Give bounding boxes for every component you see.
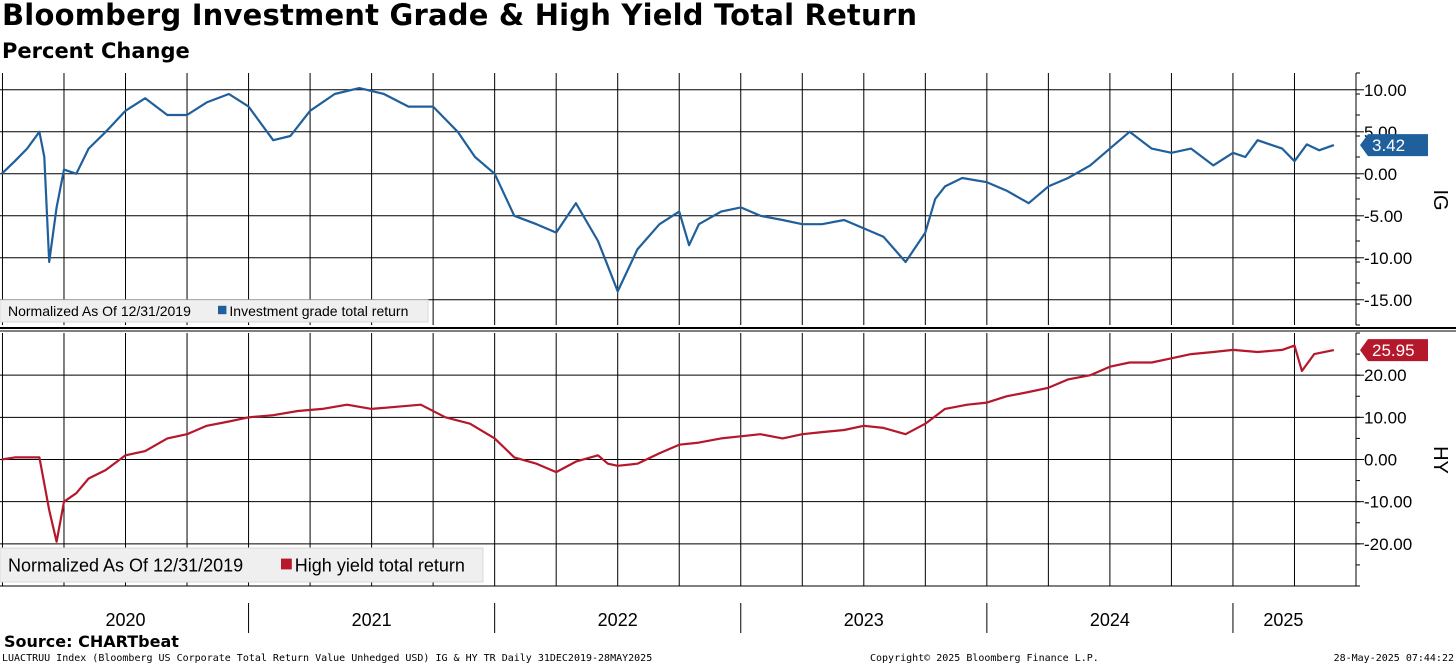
- y-tick-label: 20.00: [1364, 366, 1407, 385]
- legend-series-name: High yield total return: [295, 555, 465, 575]
- hy-series-line: [1, 344, 1335, 543]
- x-tick-label: 2020: [105, 610, 145, 630]
- chart-title: Bloomberg Investment Grade & High Yield …: [2, 0, 918, 32]
- y-tick-label: 10.00: [1364, 408, 1407, 427]
- y-tick-label: -20.00: [1364, 535, 1412, 554]
- source-label: Source: CHARTbeat: [4, 632, 179, 651]
- footer-copyright: Copyright© 2025 Bloomberg Finance L.P.: [870, 653, 1099, 664]
- footer-description: LUACTRUU Index (Bloomberg US Corporate T…: [2, 653, 653, 664]
- y-tick-label: -15.00: [1364, 291, 1412, 310]
- legend-box: [0, 547, 484, 583]
- y-tick-label: -5.00: [1364, 207, 1403, 226]
- ig-last-value-badge: [1360, 134, 1428, 157]
- legend-normalized-label: Normalized As Of 12/31/2019: [8, 555, 243, 575]
- y-tick-label: -10.00: [1364, 249, 1412, 268]
- x-tick-label: 2021: [352, 610, 392, 630]
- footer-timestamp: 28-May-2025 07:44:22: [1333, 653, 1454, 664]
- hy-last-value-badge: [1360, 339, 1428, 362]
- y-tick-label: -10.00: [1364, 493, 1412, 512]
- hy-legend: Normalized As Of 12/31/2019 High yield to…: [0, 547, 484, 583]
- legend-swatch: [281, 558, 292, 570]
- legend-swatch: [218, 305, 227, 315]
- x-tick-label: 2025: [1263, 610, 1303, 630]
- ig-legend: Normalized As Of 12/31/2019 Investment gr…: [0, 299, 429, 323]
- x-tick-label: 2023: [844, 610, 884, 630]
- hy-last-value: 25.95: [1372, 341, 1415, 360]
- legend-layer: Normalized As Of 12/31/2019 Investment gr…: [0, 299, 484, 583]
- y-tick-label: 0.00: [1364, 165, 1397, 184]
- legend-box: [0, 299, 429, 323]
- y-tick-label: 10.00: [1364, 81, 1407, 100]
- chart-subtitle: Percent Change: [2, 39, 190, 63]
- ig-last-value: 3.42: [1372, 136, 1405, 155]
- legend-normalized-label: Normalized As Of 12/31/2019: [8, 303, 191, 319]
- x-tick-label: 2024: [1090, 610, 1130, 630]
- hy-axis-label: HY: [1429, 446, 1451, 474]
- ig-series-line: [0, 87, 1335, 293]
- series-layer: [0, 87, 1335, 543]
- grid-layer: [0, 73, 1456, 586]
- axis-layer: 10.005.000.00-5.00-10.00-15.003.42IG20.0…: [0, 72, 1451, 633]
- ig-axis-label: IG: [1429, 189, 1451, 210]
- x-tick-label: 2022: [598, 610, 638, 630]
- y-tick-label: 0.00: [1364, 451, 1397, 470]
- legend-series-name: Investment grade total return: [229, 303, 408, 319]
